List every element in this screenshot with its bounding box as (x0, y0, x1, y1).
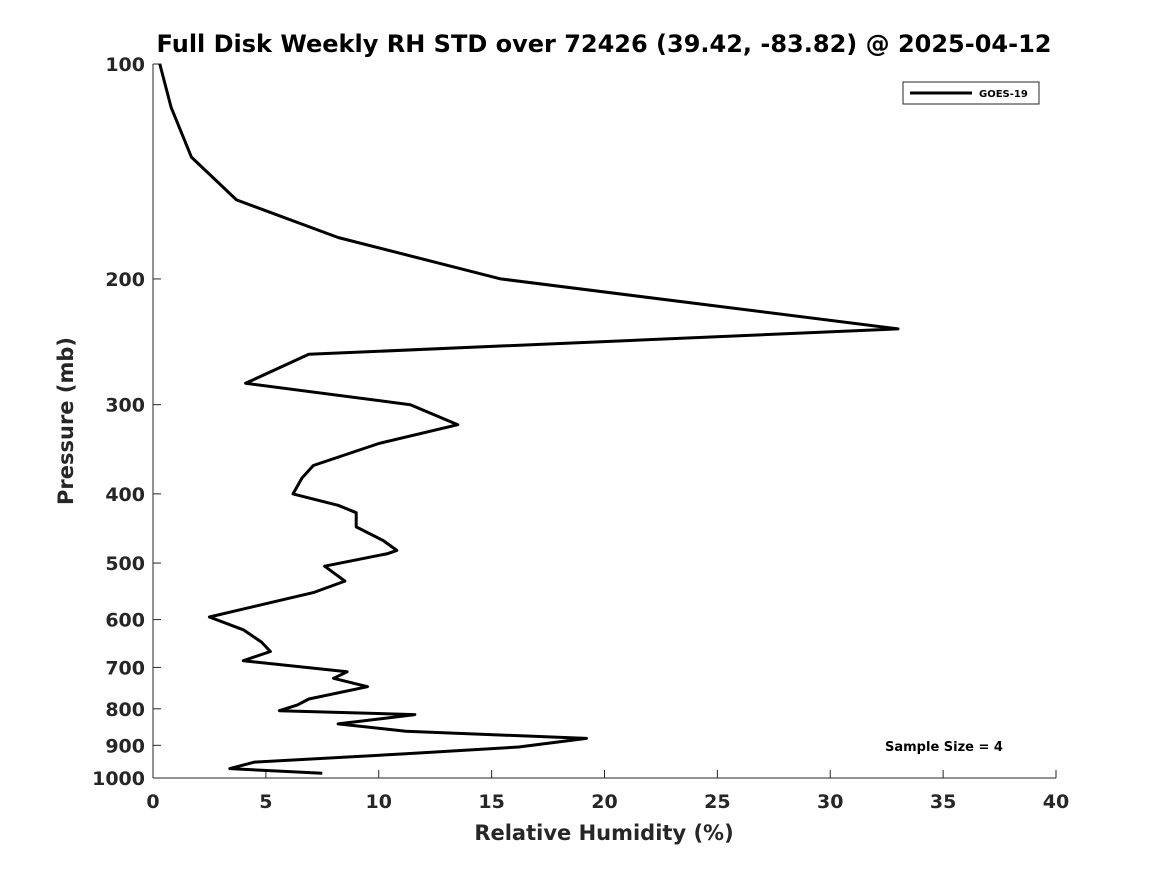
y-tick-label: 300 (105, 395, 145, 417)
y-tick-label: 700 (105, 657, 145, 679)
x-axis-ticks: 0 5 10 15 20 25 30 35 40 (146, 770, 1069, 813)
series-line-goes-19 (158, 63, 900, 775)
x-axis-label: Relative Humidity (%) (474, 821, 733, 845)
legend: GOES-19 (902, 81, 1040, 105)
y-tick-label: 800 (105, 699, 145, 721)
y-tick-label: 900 (105, 735, 145, 757)
x-tick-label: 0 (146, 791, 159, 813)
y-tick-label: 1000 (92, 768, 145, 790)
sample-size-annotation: Sample Size = 4 (885, 740, 1003, 755)
y-tick-label: 200 (105, 269, 145, 291)
x-tick-label: 35 (930, 791, 956, 813)
axes (152, 64, 1056, 779)
y-tick-label: 500 (105, 553, 145, 575)
series-layer (158, 63, 900, 775)
x-tick-label: 15 (478, 791, 504, 813)
y-axis-ticks: 100 200 300 400 500 600 700 800 900 1000 (92, 54, 161, 790)
chart-title: Full Disk Weekly RH STD over 72426 (39.4… (157, 30, 1052, 58)
y-tick-label: 600 (105, 610, 145, 632)
y-tick-label: 100 (105, 54, 145, 76)
x-tick-label: 10 (366, 791, 392, 813)
legend-label-goes-19: GOES-19 (979, 89, 1028, 100)
x-tick-label: 20 (591, 791, 617, 813)
y-axis-label: Pressure (mb) (54, 337, 78, 505)
x-tick-label: 25 (704, 791, 730, 813)
x-tick-label: 5 (259, 791, 272, 813)
y-tick-label: 400 (105, 484, 145, 506)
x-tick-label: 40 (1043, 791, 1069, 813)
x-tick-label: 30 (817, 791, 843, 813)
